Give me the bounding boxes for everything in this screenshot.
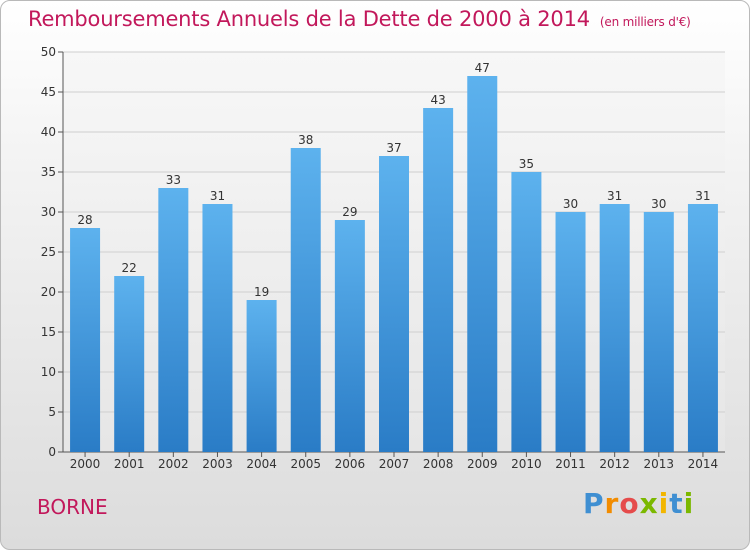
x-tick-label: 2001	[114, 457, 145, 471]
logo-letter: i	[683, 487, 695, 520]
bar	[687, 204, 718, 452]
bar-value-label: 29	[342, 205, 357, 219]
y-tick-label: 35	[41, 165, 56, 179]
bar-value-label: 19	[254, 285, 269, 299]
y-tick-label: 20	[41, 285, 56, 299]
y-tick-label: 40	[41, 125, 56, 139]
bar	[202, 204, 233, 452]
proxiti-logo: Proxiti	[583, 487, 694, 520]
bar-value-label: 31	[695, 189, 710, 203]
x-tick-label: 2006	[335, 457, 366, 471]
chart-unit-note: (en milliers d'€)	[599, 15, 691, 29]
bar-value-label: 22	[122, 261, 137, 275]
bar	[334, 220, 365, 452]
logo-letter: x	[639, 487, 659, 520]
x-tick-label: 2011	[555, 457, 586, 471]
bar-value-label: 28	[77, 213, 92, 227]
bar	[511, 172, 542, 452]
logo-letter: t	[669, 487, 684, 520]
bar-value-label: 37	[386, 141, 401, 155]
x-tick-label: 2013	[644, 457, 675, 471]
x-tick-label: 2009	[467, 457, 498, 471]
bar	[246, 300, 277, 452]
logo-letter: P	[583, 487, 605, 520]
x-tick-label: 2014	[688, 457, 719, 471]
bar-value-label: 30	[651, 197, 666, 211]
x-tick-label: 2010	[511, 457, 542, 471]
y-tick-label: 45	[41, 85, 56, 99]
x-tick-label: 2007	[379, 457, 410, 471]
bar	[379, 156, 409, 452]
bar	[70, 228, 101, 452]
x-tick-label: 2012	[599, 457, 630, 471]
y-tick-label: 25	[41, 245, 56, 259]
x-tick-label: 2003	[202, 457, 233, 471]
bar-value-label: 38	[298, 133, 313, 147]
bar	[555, 212, 586, 452]
bar-value-label: 33	[166, 173, 181, 187]
chart-title-text: Remboursements Annuels de la Dette de 20…	[28, 7, 590, 31]
logo-letter: o	[619, 487, 640, 520]
bar	[599, 204, 630, 452]
chart-title: Remboursements Annuels de la Dette de 20…	[28, 7, 691, 31]
bar-value-label: 43	[430, 93, 445, 107]
x-tick-label: 2004	[246, 457, 277, 471]
commune-name: BORNE	[37, 495, 108, 519]
bar-value-label: 31	[607, 189, 622, 203]
y-tick-label: 0	[48, 445, 56, 459]
x-tick-label: 2005	[290, 457, 321, 471]
bar	[643, 212, 674, 452]
logo-letter: i	[658, 487, 670, 520]
y-tick-label: 30	[41, 205, 56, 219]
bar	[290, 148, 321, 452]
bar-value-label: 35	[519, 157, 534, 171]
y-tick-label: 5	[48, 405, 56, 419]
y-tick-label: 15	[41, 325, 56, 339]
y-tick-label: 10	[41, 365, 56, 379]
y-tick-label: 50	[41, 45, 56, 59]
bar-value-label: 30	[563, 197, 578, 211]
x-tick-label: 2008	[423, 457, 454, 471]
bar	[158, 188, 189, 452]
bar-value-label: 47	[475, 61, 490, 75]
x-tick-label: 2000	[70, 457, 101, 471]
bar	[467, 76, 498, 452]
bar	[114, 276, 145, 452]
bar-value-label: 31	[210, 189, 225, 203]
logo-letter: r	[604, 487, 620, 520]
bar	[423, 108, 454, 452]
x-tick-label: 2002	[158, 457, 189, 471]
